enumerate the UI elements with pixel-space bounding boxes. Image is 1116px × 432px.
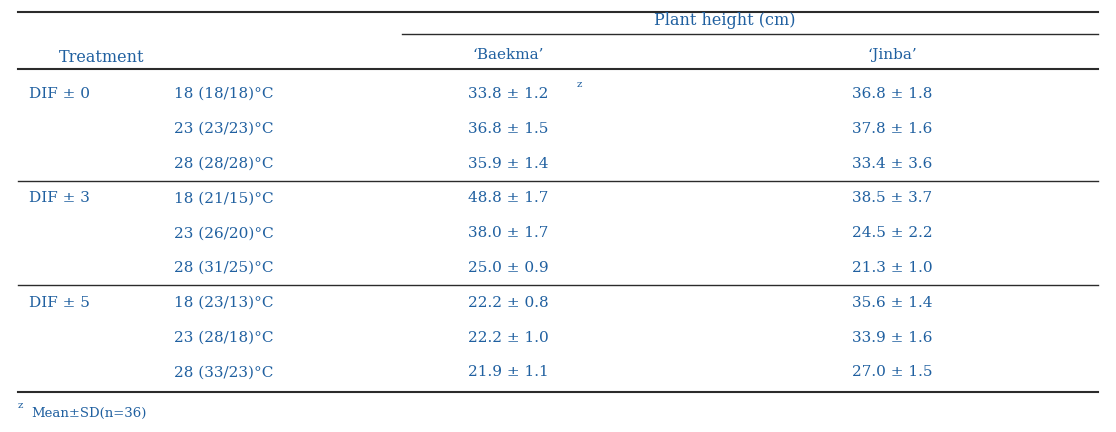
Text: 33.9 ± 1.6: 33.9 ± 1.6	[852, 330, 932, 345]
Text: 35.9 ± 1.4: 35.9 ± 1.4	[468, 156, 548, 171]
Text: DIF ± 5: DIF ± 5	[29, 296, 90, 310]
Text: Treatment: Treatment	[59, 49, 144, 66]
Text: 36.8 ± 1.8: 36.8 ± 1.8	[852, 87, 932, 101]
Text: 22.2 ± 1.0: 22.2 ± 1.0	[468, 330, 548, 345]
Text: 28 (31/25)°C: 28 (31/25)°C	[174, 261, 273, 275]
Text: 18 (21/15)°C: 18 (21/15)°C	[174, 191, 273, 205]
Text: 23 (26/20)°C: 23 (26/20)°C	[174, 226, 273, 240]
Text: 23 (28/18)°C: 23 (28/18)°C	[174, 330, 273, 345]
Text: 24.5 ± 2.2: 24.5 ± 2.2	[852, 226, 932, 240]
Text: 35.6 ± 1.4: 35.6 ± 1.4	[852, 296, 932, 310]
Text: Mean±SD(n=36): Mean±SD(n=36)	[31, 407, 147, 420]
Text: 28 (28/28)°C: 28 (28/28)°C	[174, 156, 273, 171]
Text: 18 (18/18)°C: 18 (18/18)°C	[174, 87, 273, 101]
Text: 36.8 ± 1.5: 36.8 ± 1.5	[468, 122, 548, 136]
Text: 38.5 ± 3.7: 38.5 ± 3.7	[852, 191, 932, 205]
Text: 21.9 ± 1.1: 21.9 ± 1.1	[468, 365, 548, 379]
Text: Plant height (cm): Plant height (cm)	[654, 12, 796, 29]
Text: z: z	[577, 79, 583, 89]
Text: DIF ± 0: DIF ± 0	[29, 87, 90, 101]
Text: 18 (23/13)°C: 18 (23/13)°C	[174, 296, 273, 310]
Text: 37.8 ± 1.6: 37.8 ± 1.6	[852, 122, 932, 136]
Text: ‘Baekma’: ‘Baekma’	[472, 48, 543, 62]
Text: 27.0 ± 1.5: 27.0 ± 1.5	[852, 365, 932, 379]
Text: 25.0 ± 0.9: 25.0 ± 0.9	[468, 261, 548, 275]
Text: z: z	[18, 401, 23, 410]
Text: 38.0 ± 1.7: 38.0 ± 1.7	[468, 226, 548, 240]
Text: 23 (23/23)°C: 23 (23/23)°C	[174, 122, 273, 136]
Text: 33.8 ± 1.2: 33.8 ± 1.2	[468, 87, 548, 101]
Text: DIF ± 3: DIF ± 3	[29, 191, 90, 205]
Text: ‘Jinba’: ‘Jinba’	[867, 48, 917, 62]
Text: 33.4 ± 3.6: 33.4 ± 3.6	[852, 156, 932, 171]
Text: 28 (33/23)°C: 28 (33/23)°C	[174, 365, 273, 379]
Text: 22.2 ± 0.8: 22.2 ± 0.8	[468, 296, 548, 310]
Text: 21.3 ± 1.0: 21.3 ± 1.0	[852, 261, 932, 275]
Text: 48.8 ± 1.7: 48.8 ± 1.7	[468, 191, 548, 205]
